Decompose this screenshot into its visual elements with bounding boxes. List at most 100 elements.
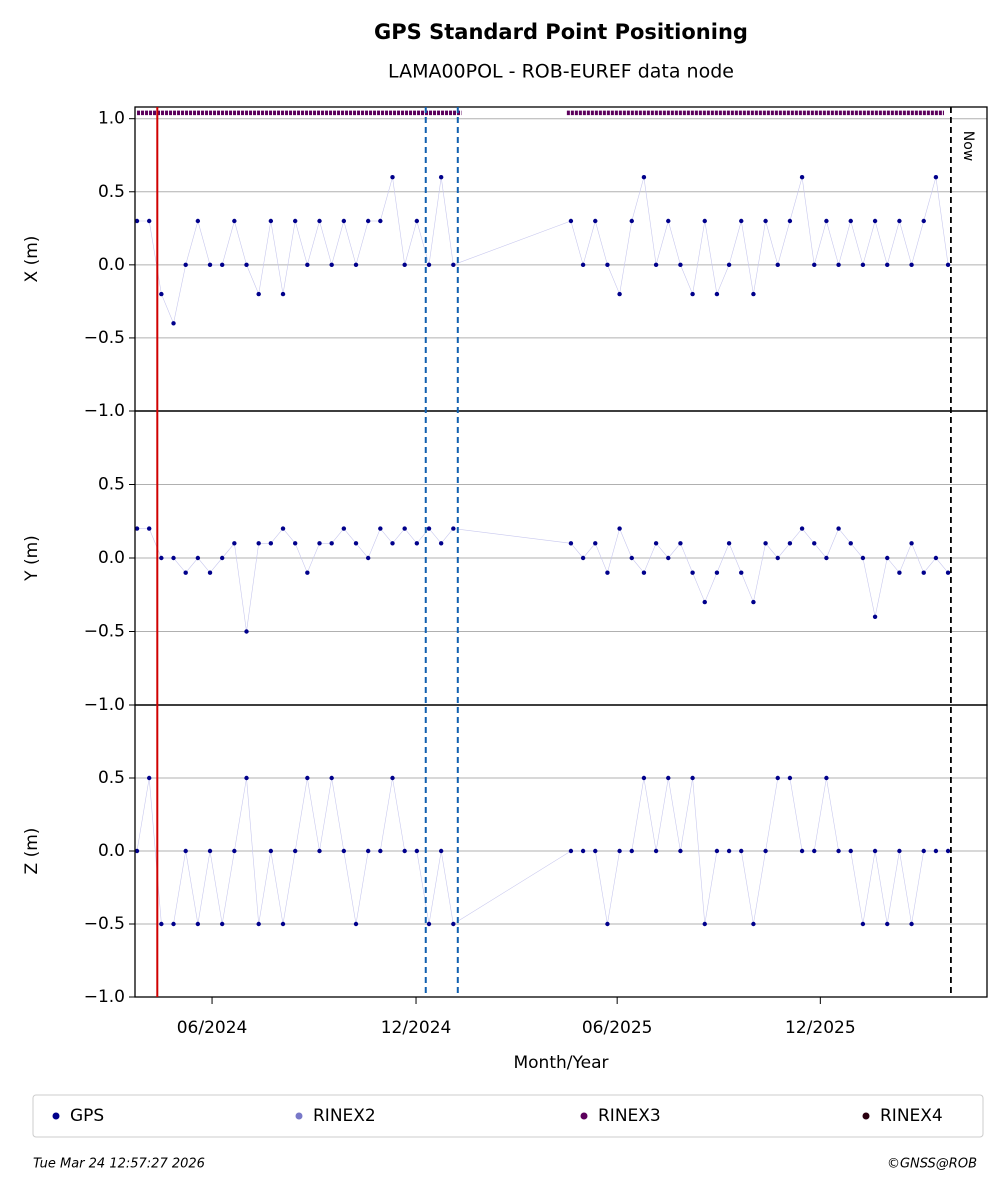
gps-point xyxy=(183,262,188,268)
gps-point xyxy=(629,218,634,224)
gps-point xyxy=(353,262,359,268)
gps-point xyxy=(402,262,407,268)
gps-point xyxy=(292,848,298,854)
gps-point xyxy=(414,218,420,224)
gps-point xyxy=(268,848,274,854)
chart-subtitle: LAMA00POL - ROB-EUREF data node xyxy=(388,61,734,83)
gps-point xyxy=(897,218,902,224)
gps-point xyxy=(146,218,152,224)
gps-point xyxy=(378,218,383,224)
gps-point xyxy=(438,848,444,854)
gps-point xyxy=(726,262,732,268)
gps-point xyxy=(280,526,286,531)
gps-point xyxy=(232,218,237,224)
gps-point xyxy=(568,848,574,854)
gps-point xyxy=(763,218,768,224)
gps-point xyxy=(232,541,237,546)
gps-point xyxy=(617,526,622,531)
gps-point xyxy=(629,555,634,561)
gps-point xyxy=(933,174,939,180)
x-axis-label: Month/Year xyxy=(513,1053,608,1073)
gps-point xyxy=(353,921,359,927)
gps-point xyxy=(617,848,622,854)
gps-point xyxy=(848,541,853,546)
gps-point xyxy=(317,541,322,546)
gps-point xyxy=(775,555,780,561)
x-tick-label: 06/2024 xyxy=(177,1018,248,1038)
y-tick-label: −0.5 xyxy=(84,914,125,934)
gps-point xyxy=(414,541,420,546)
gps-point xyxy=(799,848,805,854)
gps-point xyxy=(451,526,456,531)
gps-point xyxy=(134,218,140,224)
gps-point xyxy=(593,218,598,224)
gps-point xyxy=(787,775,793,781)
legend-label: GPS xyxy=(70,1106,104,1126)
now-label: Now xyxy=(960,131,976,162)
gps-point xyxy=(134,526,140,531)
gps-point xyxy=(702,218,707,224)
gps-point xyxy=(860,262,866,268)
gps-point xyxy=(207,848,213,854)
gps-point xyxy=(739,570,744,575)
gps-point xyxy=(159,291,164,297)
gps-point xyxy=(726,848,732,854)
gps-point xyxy=(945,570,951,575)
x-tick-label: 12/2025 xyxy=(785,1018,856,1038)
gps-point xyxy=(256,541,261,546)
gps-point xyxy=(787,218,793,224)
gps-point xyxy=(945,262,951,268)
gps-point xyxy=(341,526,347,531)
gps-point xyxy=(921,570,926,575)
gps-point xyxy=(605,570,610,575)
gps-point xyxy=(824,775,829,781)
y-tick-label: 1.0 xyxy=(98,109,125,129)
legend-label: RINEX3 xyxy=(598,1106,661,1126)
legend-label: RINEX4 xyxy=(880,1106,943,1126)
gps-point xyxy=(739,218,744,224)
gps-point xyxy=(812,541,817,546)
gps-point xyxy=(885,555,890,561)
trace-line xyxy=(137,177,949,325)
gps-point xyxy=(171,555,176,561)
gps-point xyxy=(195,555,201,561)
panel-frame xyxy=(134,704,988,998)
gps-point xyxy=(726,541,732,546)
gps-point xyxy=(390,174,395,180)
gps-point xyxy=(451,921,456,927)
y-tick-label: −1.0 xyxy=(84,695,125,715)
gps-point xyxy=(414,848,420,854)
gps-point xyxy=(268,218,274,224)
panel-frame xyxy=(134,106,988,412)
gps-point xyxy=(438,174,444,180)
gps-point xyxy=(860,555,866,561)
gps-point xyxy=(666,555,671,561)
gps-point xyxy=(438,541,444,546)
gps-point xyxy=(219,921,225,927)
chart-title: GPS Standard Point Positioning xyxy=(374,20,748,44)
gps-point xyxy=(653,262,659,268)
gps-point xyxy=(593,848,598,854)
gps-point xyxy=(848,848,853,854)
gps-point xyxy=(207,262,213,268)
gps-point xyxy=(909,262,914,268)
y-tick-label: 0.0 xyxy=(98,841,125,861)
gps-point xyxy=(593,541,598,546)
gps-point xyxy=(921,218,926,224)
gps-point xyxy=(159,555,164,561)
gps-point xyxy=(641,570,647,575)
gps-point xyxy=(653,541,659,546)
y-tick-label: −0.5 xyxy=(84,622,125,642)
gps-point xyxy=(146,775,152,781)
legend-marker xyxy=(52,1112,60,1120)
y-tick-label: −0.5 xyxy=(84,328,125,348)
gps-point xyxy=(305,775,310,781)
gps-point xyxy=(426,262,432,268)
gps-point xyxy=(402,526,407,531)
gps-point xyxy=(678,541,683,546)
y-tick-label: 0.5 xyxy=(98,475,125,495)
gps-point xyxy=(933,555,939,561)
gps-point xyxy=(824,555,829,561)
gps-point xyxy=(617,291,622,297)
legend-marker xyxy=(862,1112,870,1120)
